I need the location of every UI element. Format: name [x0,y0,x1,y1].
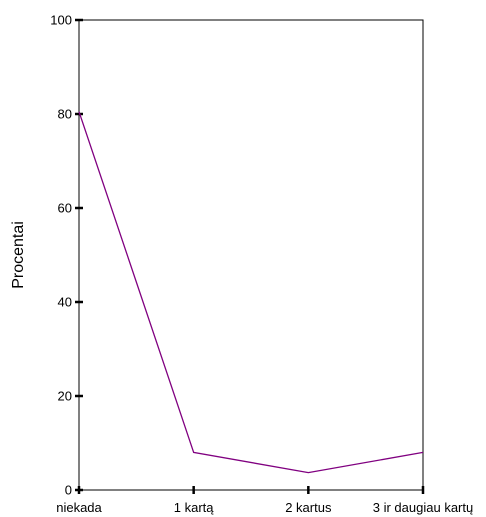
y-axis-title: Procentai [10,221,27,289]
y-axis: 0 20 40 60 80 100 [50,13,83,498]
x-tick-label-1: 1 kartą [174,500,215,515]
x-tick-label-0: niekada [56,500,102,515]
y-tick-label-0: 0 [65,483,72,498]
series-layer [78,111,424,474]
y-tick-label-4: 80 [58,107,72,122]
y-tick-label-2: 40 [58,295,72,310]
y-tick-label-3: 60 [58,201,72,216]
x-axis: niekada 1 kartą 2 kartus 3 ir daugiau kartų [56,486,473,515]
y-tick-label-5: 100 [50,13,72,28]
x-tick-label-2: 2 kartus [285,500,332,515]
y-tick-label-1: 20 [58,389,72,404]
series-line-0 [78,111,424,474]
x-tick-label-3: 3 ir daugiau kartų [373,500,473,515]
plot-frame [78,19,424,491]
